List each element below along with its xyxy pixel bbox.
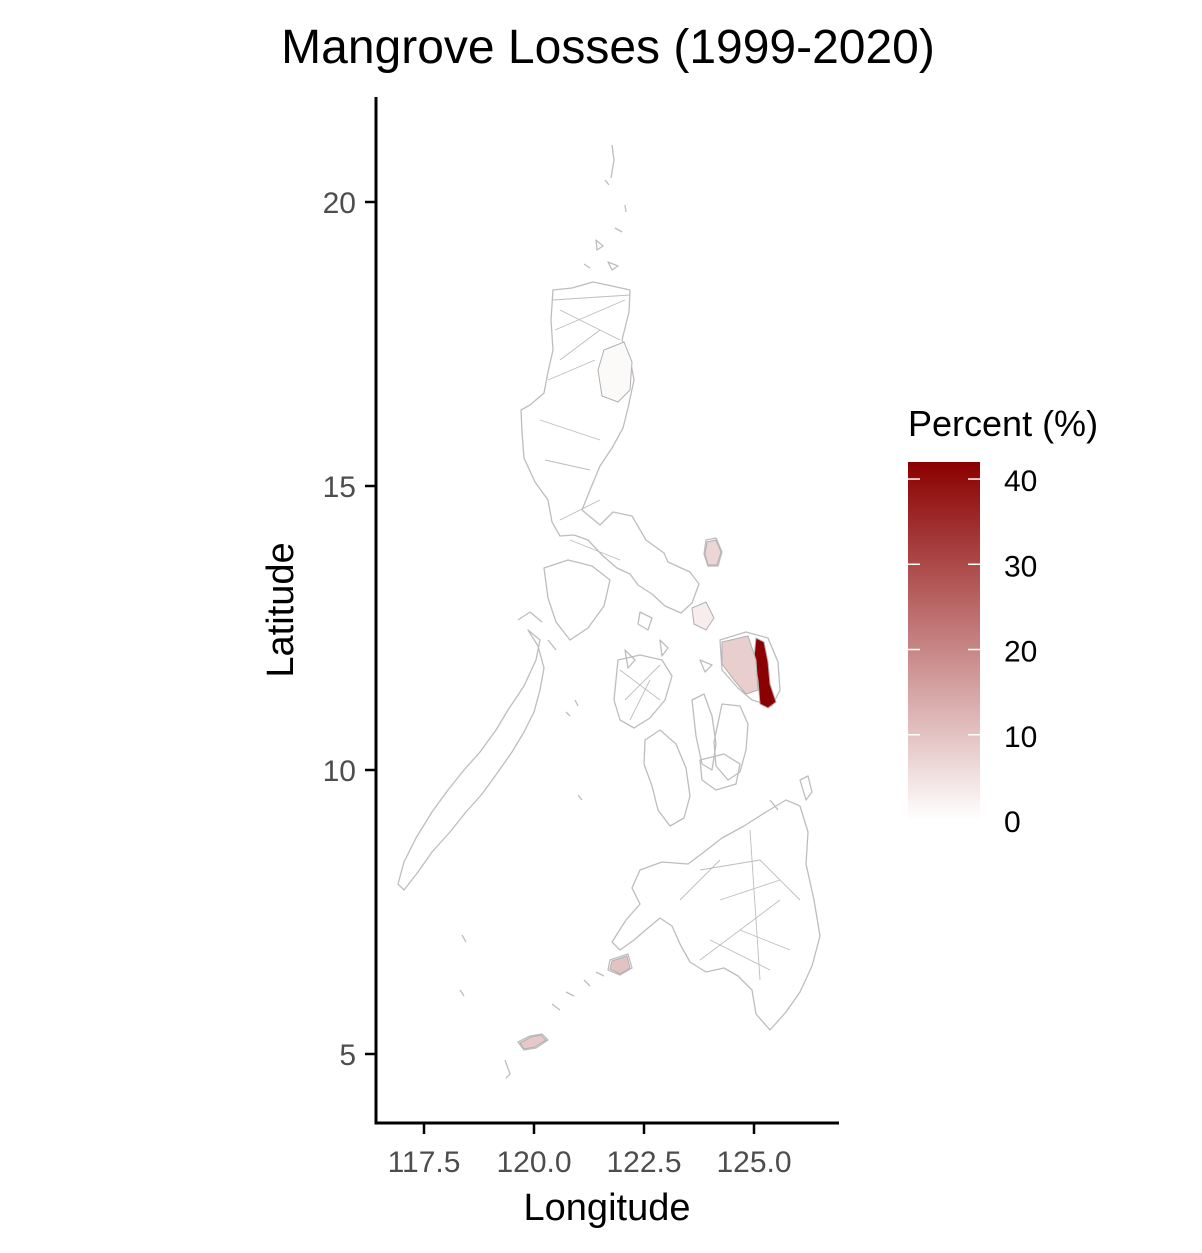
legend-tick-label: 10 bbox=[1004, 721, 1037, 754]
y-tick-label: 20 bbox=[323, 187, 356, 220]
legend-title: Percent (%) bbox=[908, 403, 1098, 444]
legend-tick-label: 20 bbox=[1004, 636, 1037, 669]
loss-region-samar bbox=[721, 635, 759, 695]
x-tick-label: 117.5 bbox=[388, 1146, 461, 1179]
region-siargao bbox=[769, 775, 813, 811]
region-negros bbox=[643, 729, 691, 827]
region-batanes bbox=[583, 144, 627, 271]
map-layer bbox=[397, 144, 821, 1079]
region-mindanao bbox=[611, 799, 821, 1031]
region-leyte bbox=[713, 703, 749, 781]
loss-region-basilan bbox=[609, 955, 631, 975]
x-tick-label: 122.5 bbox=[606, 1146, 681, 1179]
x-ticks: 117.5 120.0 122.5 125.0 bbox=[388, 1123, 792, 1179]
chart-title: Mangrove Losses (1999-2020) bbox=[281, 21, 935, 74]
loss-region-tawitawi bbox=[519, 1034, 547, 1050]
legend-tick-label: 40 bbox=[1004, 465, 1037, 498]
loss-regions bbox=[519, 341, 777, 1050]
x-tick-label: 125.0 bbox=[716, 1146, 791, 1179]
y-tick-label: 10 bbox=[323, 755, 356, 788]
region-palawan bbox=[397, 629, 545, 891]
region-bohol bbox=[699, 753, 741, 791]
loss-region-catanduanes bbox=[704, 539, 722, 566]
region-palawan-north bbox=[517, 611, 557, 651]
region-scatter-islets bbox=[459, 699, 583, 997]
legend-tick-label: 30 bbox=[1004, 550, 1037, 583]
x-tick-label: 120.0 bbox=[496, 1146, 571, 1179]
axes bbox=[374, 97, 839, 1125]
region-panay-internal bbox=[619, 664, 661, 721]
region-luzon-internal bbox=[539, 294, 631, 561]
y-axis-title: Latitude bbox=[260, 542, 302, 677]
y-ticks: 5 10 15 20 bbox=[323, 187, 376, 1072]
loss-region-masbate bbox=[691, 601, 715, 631]
region-mindoro bbox=[543, 559, 611, 641]
legend-colorbar bbox=[908, 462, 980, 820]
region-basilan bbox=[607, 953, 633, 976]
y-tick-label: 15 bbox=[323, 471, 356, 504]
region-tawitawi bbox=[504, 1033, 549, 1079]
region-samar bbox=[719, 631, 781, 707]
region-panay bbox=[613, 654, 673, 729]
region-small-islands bbox=[624, 611, 713, 673]
region-mindanao-internal bbox=[679, 829, 801, 981]
region-luzon bbox=[520, 281, 700, 614]
legend-tick-label: 0 bbox=[1004, 806, 1021, 839]
legend: Percent (%) 0 10 20 30 40 bbox=[908, 403, 1098, 839]
legend-ticks: 0 10 20 30 40 bbox=[908, 465, 1037, 839]
x-axis-title: Longitude bbox=[524, 1187, 691, 1229]
region-catanduanes bbox=[703, 537, 723, 567]
loss-region-cagayan bbox=[597, 341, 633, 403]
region-sulu bbox=[551, 971, 605, 1011]
y-tick-label: 5 bbox=[339, 1039, 356, 1072]
